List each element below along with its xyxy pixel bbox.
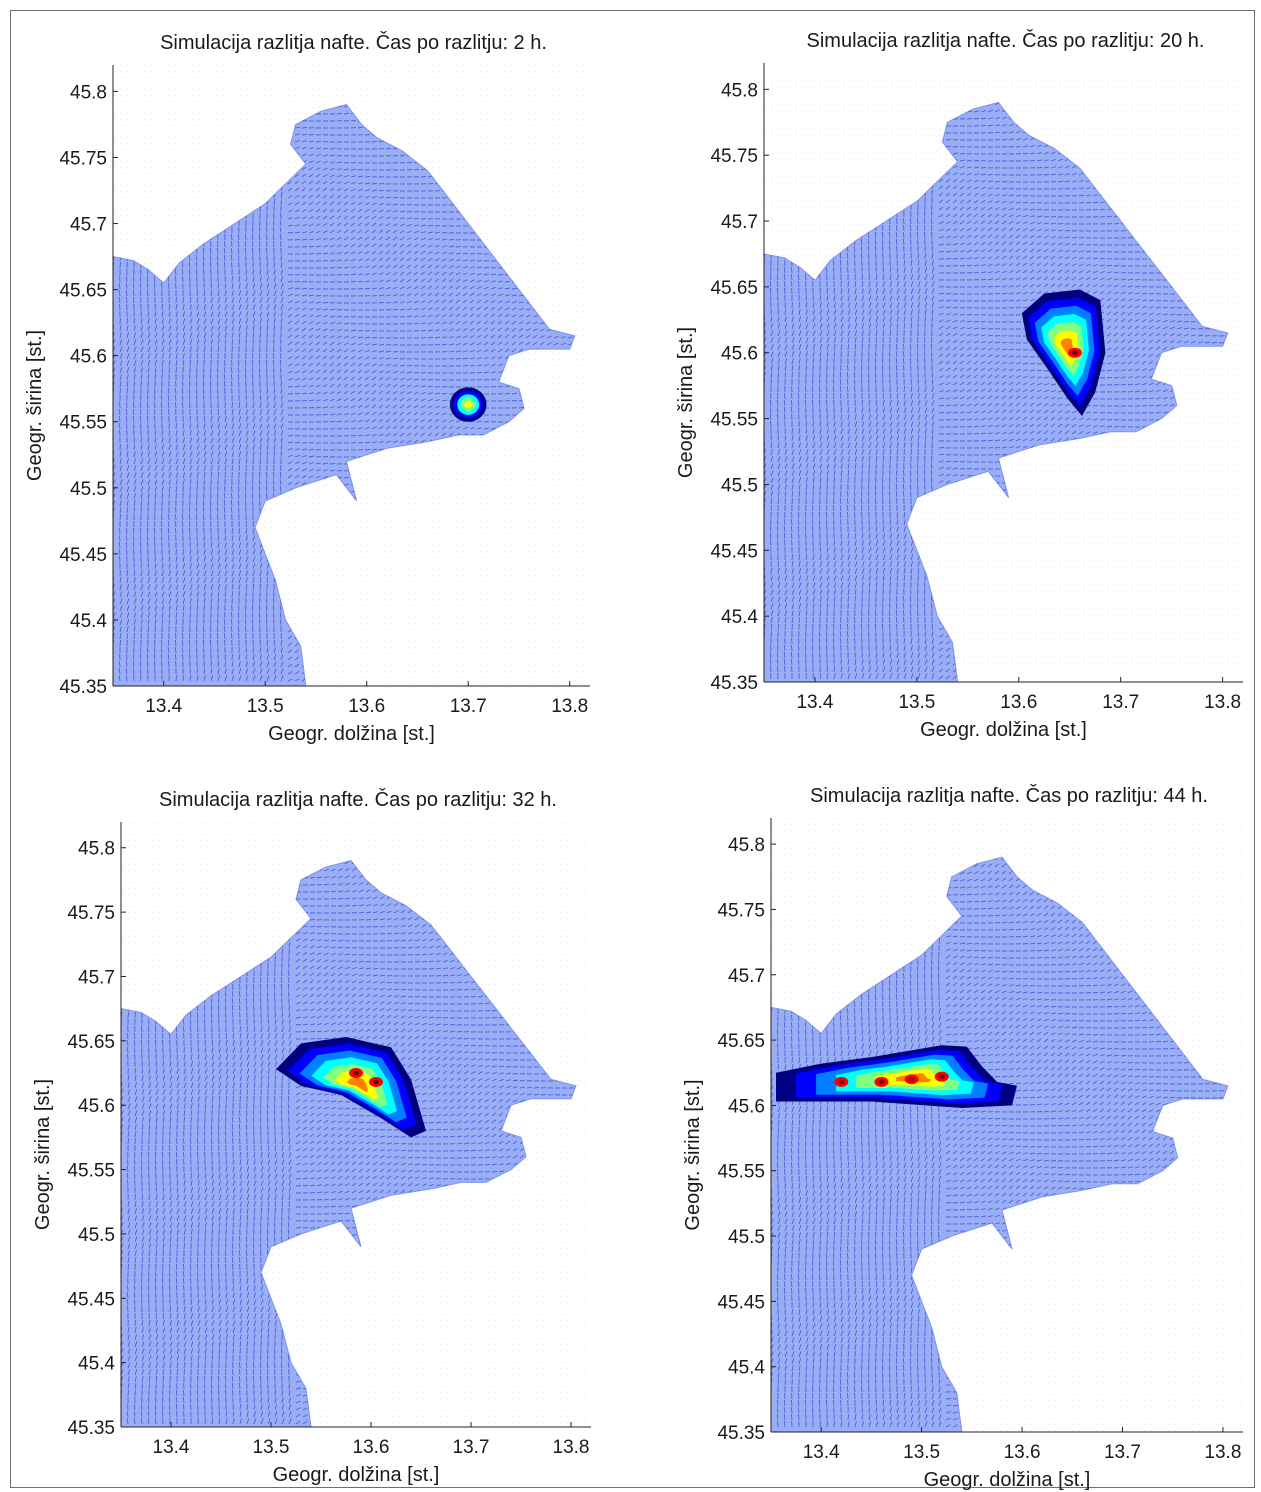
- y-tick-label: 45.7: [721, 212, 758, 233]
- spill-contour: [464, 401, 472, 408]
- y-tick-label: 45.8: [721, 80, 758, 101]
- x-tick-label: 13.4: [153, 1437, 190, 1458]
- sea-area: [121, 860, 577, 1427]
- panel-1: 13.4 13.5 13.6 13.7 13.8 45.35 45.4 45.45 45.5 45…: [24, 31, 590, 745]
- panel-3: 13.4 13.5 13.6 13.7 13.8 45.35 45.4 45.45 45.5 45…: [32, 788, 591, 1486]
- y-tick-label: 45.6: [70, 347, 107, 368]
- oil-spill: [276, 1037, 426, 1138]
- chart-title: Simulacija razlitja nafte. Čas po razlit…: [810, 784, 1208, 807]
- x-tick-label: 13.7: [453, 1437, 490, 1458]
- y-tick-label: 45.45: [67, 1289, 115, 1310]
- y-tick-label: 45.35: [67, 1418, 115, 1439]
- x-tick-label: 13.4: [145, 696, 182, 717]
- y-tick-label: 45.4: [728, 1358, 765, 1379]
- x-tick-label: 13.8: [551, 696, 588, 717]
- y-tick-label: 45.8: [728, 835, 765, 856]
- sea-area: [764, 101, 1229, 682]
- spill-hotspot-core: [908, 1076, 915, 1082]
- x-tick-label: 13.6: [353, 1437, 390, 1458]
- x-tick-label: 13.5: [247, 696, 284, 717]
- spill-hotspot-core: [353, 1070, 359, 1076]
- y-tick-label: 45.75: [59, 148, 107, 169]
- y-axis-label: Geogr. širina [st.]: [675, 327, 697, 478]
- y-tick-label: 45.55: [710, 410, 758, 431]
- y-tick-label: 45.6: [78, 1096, 115, 1117]
- spill-contour: [346, 1077, 369, 1092]
- x-tick-label: 13.5: [253, 1437, 290, 1458]
- y-tick-label: 45.6: [721, 344, 758, 365]
- x-axis-label: Geogr. dolžina [st.]: [924, 1469, 1091, 1491]
- y-tick-label: 45.4: [78, 1354, 115, 1375]
- chart-title: Simulacija razlitja nafte. Čas po razlit…: [807, 29, 1205, 52]
- x-axis-label: Geogr. dolžina [st.]: [920, 719, 1087, 741]
- y-tick-label: 45.65: [710, 278, 758, 299]
- x-tick-label: 13.4: [803, 1442, 840, 1463]
- y-axis-label: Geogr. širina [st.]: [32, 1079, 54, 1230]
- x-tick-label: 13.6: [1000, 692, 1037, 713]
- y-tick-label: 45.75: [67, 903, 115, 924]
- y-tick-label: 45.4: [70, 611, 107, 632]
- x-tick-label: 13.5: [898, 692, 935, 713]
- y-tick-label: 45.5: [728, 1227, 765, 1248]
- y-tick-label: 45.45: [710, 541, 758, 562]
- x-tick-label: 13.7: [450, 696, 487, 717]
- y-tick-label: 45.7: [728, 966, 765, 987]
- y-tick-label: 45.5: [78, 1225, 115, 1246]
- x-tick-label: 13.4: [796, 692, 833, 713]
- x-tick-label: 13.7: [1102, 692, 1139, 713]
- y-tick-label: 45.4: [721, 607, 758, 628]
- y-tick-label: 45.6: [728, 1096, 765, 1117]
- panel-4: 13.4 13.5 13.6 13.7 13.8 45.35 45.4 45.45 45.5 45…: [682, 784, 1243, 1491]
- y-tick-label: 45.8: [70, 82, 107, 103]
- y-tick-label: 45.5: [70, 479, 107, 500]
- x-tick-label: 13.6: [348, 696, 385, 717]
- y-tick-label: 45.35: [710, 673, 758, 694]
- y-tick-label: 45.8: [78, 839, 115, 860]
- y-tick-label: 45.55: [67, 1161, 115, 1182]
- x-axis-label: Geogr. dolžina [st.]: [273, 1464, 440, 1486]
- sea-area: [113, 104, 576, 686]
- oil-spill: [449, 387, 487, 422]
- y-axis-label: Geogr. širina [st.]: [682, 1079, 704, 1230]
- x-tick-label: 13.6: [1004, 1442, 1041, 1463]
- y-tick-label: 45.65: [59, 281, 107, 302]
- oil-spill: [776, 1045, 1017, 1108]
- y-tick-label: 45.65: [67, 1032, 115, 1053]
- y-tick-label: 45.5: [721, 475, 758, 496]
- figure-frame: [10, 10, 1255, 1488]
- y-tick-label: 45.55: [717, 1162, 765, 1183]
- y-tick-label: 45.65: [717, 1031, 765, 1052]
- x-tick-label: 13.7: [1104, 1442, 1141, 1463]
- y-tick-label: 45.55: [59, 413, 107, 434]
- y-tick-label: 45.7: [70, 215, 107, 236]
- y-tick-label: 45.45: [717, 1292, 765, 1313]
- panel-2: 13.4 13.5 13.6 13.7 13.8 45.35 45.4 45.45 45.5 45…: [675, 29, 1243, 741]
- y-tick-label: 45.45: [59, 545, 107, 566]
- x-tick-label: 13.8: [1204, 692, 1241, 713]
- x-tick-label: 13.8: [1204, 1442, 1241, 1463]
- y-tick-label: 45.7: [78, 967, 115, 988]
- y-tick-label: 45.75: [710, 146, 758, 167]
- x-tick-label: 13.5: [903, 1442, 940, 1463]
- y-tick-label: 45.75: [717, 900, 765, 921]
- y-tick-label: 45.35: [59, 677, 107, 698]
- y-tick-label: 45.35: [717, 1423, 765, 1444]
- spill-hotspot-core: [373, 1079, 379, 1085]
- spill-hotspot-core: [878, 1079, 885, 1085]
- x-tick-label: 13.8: [553, 1437, 590, 1458]
- y-axis-label: Geogr. širina [st.]: [24, 330, 46, 481]
- oil-spill: [1021, 289, 1106, 416]
- spill-hotspot-core: [1071, 350, 1078, 356]
- sea-area: [771, 856, 1229, 1432]
- x-axis-label: Geogr. dolžina [st.]: [268, 723, 435, 745]
- chart-title: Simulacija razlitja nafte. Čas po razlit…: [159, 788, 557, 811]
- spill-hotspot-core: [838, 1079, 845, 1085]
- chart-title: Simulacija razlitja nafte. Čas po razlit…: [160, 31, 547, 54]
- spill-hotspot-core: [938, 1074, 945, 1080]
